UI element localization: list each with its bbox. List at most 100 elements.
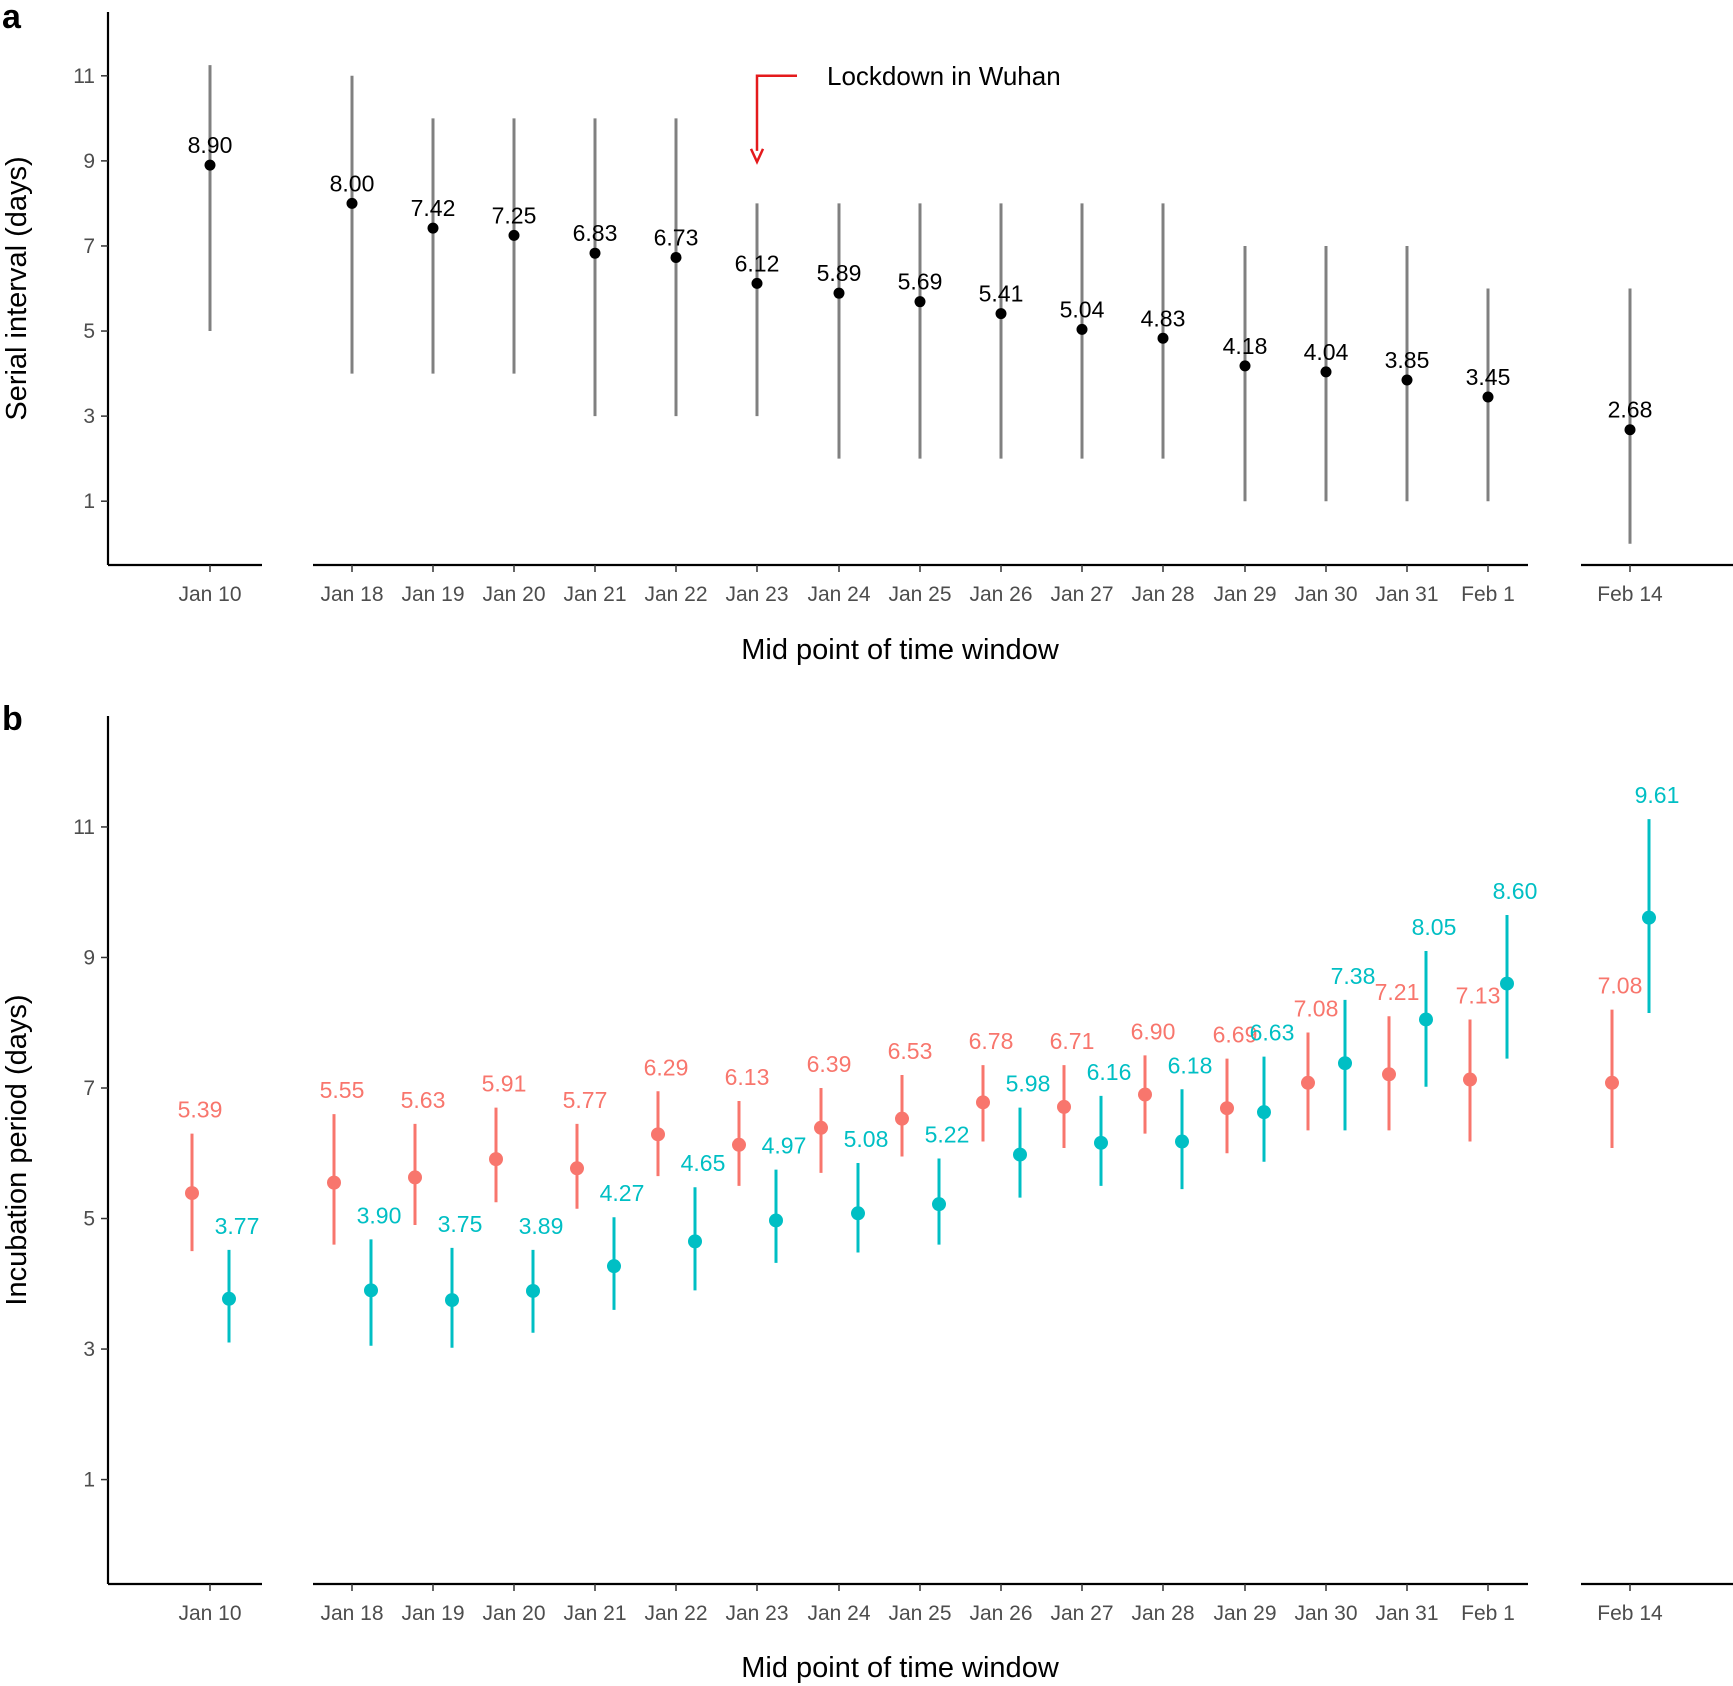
- y-tick-label-5: 5: [83, 320, 95, 343]
- series-teal-point-jan-27: [1094, 1135, 1108, 1150]
- x-tick-label-feb-1: Feb 1: [1461, 1602, 1515, 1625]
- x-tick-label-jan-10: Jan 10: [178, 583, 241, 606]
- value-label-jan-24: 5.89: [817, 260, 862, 286]
- point-jan-28: [1157, 332, 1169, 344]
- x-tick-label-jan-23: Jan 23: [725, 583, 788, 606]
- x-tick-label-jan-31: Jan 31: [1375, 1602, 1438, 1625]
- x-tick-label-jan-23: Jan 23: [725, 1602, 788, 1625]
- value-label-jan-18: 8.00: [330, 170, 375, 196]
- series-teal-point-jan-19: [445, 1293, 459, 1308]
- series-red-value-label-jan-20: 5.91: [482, 1071, 527, 1097]
- x-tick-label-jan-10: Jan 10: [178, 1602, 241, 1625]
- series-teal-value-label-jan-24: 5.08: [844, 1126, 889, 1152]
- series-red-point-jan-28: [1138, 1087, 1152, 1102]
- series-red-value-label-jan-10: 5.39: [178, 1097, 223, 1123]
- series-teal-point-jan-28: [1175, 1134, 1189, 1149]
- series-teal-point-jan-10: [222, 1291, 236, 1306]
- series-teal-point-feb-14: [1642, 910, 1656, 925]
- series-red-value-label-feb-14: 7.08: [1598, 973, 1643, 999]
- y-tick-label-11: 11: [73, 816, 95, 839]
- x-axis-title: Mid point of time window: [741, 1652, 1060, 1684]
- series-teal-value-label-feb-1: 8.60: [1493, 878, 1538, 904]
- point-jan-10: [204, 159, 216, 171]
- x-tick-label-jan-27: Jan 27: [1050, 1602, 1113, 1625]
- series-red-value-label-jan-19: 5.63: [401, 1087, 446, 1113]
- series-teal-point-jan-25: [932, 1197, 946, 1212]
- series-red-point-jan-26: [976, 1095, 990, 1110]
- x-tick-label-jan-25: Jan 25: [888, 583, 951, 606]
- series-red-value-label-jan-26: 6.78: [969, 1028, 1014, 1054]
- series-red-point-jan-19: [408, 1170, 422, 1185]
- series-teal-point-jan-26: [1013, 1147, 1027, 1162]
- x-tick-label-jan-27: Jan 27: [1050, 583, 1113, 606]
- y-tick-label-1: 1: [83, 1469, 95, 1492]
- point-jan-19: [427, 222, 439, 234]
- series-red-point-jan-22: [651, 1127, 665, 1142]
- x-tick-label-jan-24: Jan 24: [807, 583, 870, 606]
- value-label-jan-20: 7.25: [492, 202, 537, 228]
- series-red-value-label-jan-27: 6.71: [1050, 1028, 1095, 1054]
- y-tick-label-5: 5: [83, 1208, 95, 1231]
- panel-b-incubation-period: 1 3 5 7 9 11 Jan 10 Jan 18 Jan 19 Jan 20 Jan 21 Jan…: [1, 716, 1733, 1684]
- series-red-value-label-jan-21: 5.77: [563, 1087, 608, 1113]
- x-tick-label-jan-19: Jan 19: [401, 1602, 464, 1625]
- y-tick-label-7: 7: [83, 235, 95, 258]
- x-tick-label-jan-19: Jan 19: [401, 583, 464, 606]
- x-tick-label-jan-21: Jan 21: [563, 583, 626, 606]
- series-red-value-label-jan-24: 6.39: [807, 1051, 852, 1077]
- series-teal-point-feb-1: [1500, 976, 1514, 991]
- point-feb-14: [1624, 424, 1636, 436]
- point-jan-23: [751, 277, 763, 289]
- x-tick-label-feb-14: Feb 14: [1597, 1602, 1663, 1625]
- x-tick-label-jan-20: Jan 20: [482, 1602, 545, 1625]
- y-tick-label-9: 9: [83, 150, 95, 173]
- y-tick-label-11: 11: [73, 65, 95, 88]
- value-label-jan-30: 4.04: [1304, 339, 1349, 365]
- value-label-jan-26: 5.41: [979, 281, 1024, 307]
- y-tick-label-3: 3: [83, 1338, 95, 1361]
- series-teal-value-label-jan-28: 6.18: [1168, 1052, 1213, 1078]
- series-red-point-jan-10: [185, 1186, 199, 1201]
- lockdown-arrow-line: [755, 74, 797, 151]
- x-tick-label-jan-22: Jan 22: [644, 583, 707, 606]
- series-red-value-label-jan-22: 6.29: [644, 1054, 689, 1080]
- x-tick-label-jan-26: Jan 26: [969, 583, 1032, 606]
- y-tick-label-9: 9: [83, 946, 95, 969]
- series-red-point-jan-30: [1301, 1075, 1315, 1090]
- value-label-jan-28: 4.83: [1141, 305, 1186, 331]
- series-red-point-jan-29: [1220, 1101, 1234, 1116]
- series-teal-value-label-jan-21: 4.27: [600, 1180, 645, 1206]
- series-teal-point-jan-20: [526, 1283, 540, 1298]
- series-teal-value-label-jan-19: 3.75: [438, 1211, 483, 1237]
- panel-a-letter: a: [2, 0, 22, 36]
- value-label-jan-21: 6.83: [573, 220, 618, 246]
- point-jan-20: [508, 229, 520, 241]
- series-teal-value-label-jan-23: 4.97: [762, 1133, 807, 1159]
- x-tick-label-jan-24: Jan 24: [807, 1602, 870, 1625]
- series-teal-point-jan-29: [1257, 1105, 1271, 1120]
- series-red-point-jan-18: [327, 1175, 341, 1190]
- x-tick-label-jan-29: Jan 29: [1213, 583, 1276, 606]
- x-tick-label-jan-22: Jan 22: [644, 1602, 707, 1625]
- x-tick-label-feb-14: Feb 14: [1597, 583, 1663, 606]
- series-red-value-label-feb-1: 7.13: [1456, 982, 1501, 1008]
- y-tick-label-3: 3: [83, 405, 95, 428]
- value-label-jan-25: 5.69: [898, 269, 943, 295]
- point-jan-31: [1401, 374, 1413, 386]
- x-tick-label-jan-18: Jan 18: [320, 1602, 383, 1625]
- series-teal-value-label-jan-29: 6.63: [1250, 1020, 1295, 1046]
- point-jan-24: [833, 287, 845, 299]
- point-jan-29: [1239, 360, 1251, 372]
- x-tick-label-jan-18: Jan 18: [320, 583, 383, 606]
- series-red-point-jan-24: [814, 1120, 828, 1135]
- series-red-point-jan-27: [1057, 1099, 1071, 1114]
- series-red-value-label-jan-30: 7.08: [1294, 996, 1339, 1022]
- x-tick-label-jan-29: Jan 29: [1213, 1602, 1276, 1625]
- value-label-jan-31: 3.85: [1385, 347, 1430, 373]
- series-teal-value-label-jan-26: 5.98: [1006, 1071, 1051, 1097]
- point-jan-18: [346, 197, 358, 209]
- lockdown-annotation: Lockdown in Wuhan: [827, 61, 1061, 91]
- x-axis-title: Mid point of time window: [741, 634, 1060, 666]
- series-teal-value-label-jan-20: 3.89: [519, 1213, 564, 1239]
